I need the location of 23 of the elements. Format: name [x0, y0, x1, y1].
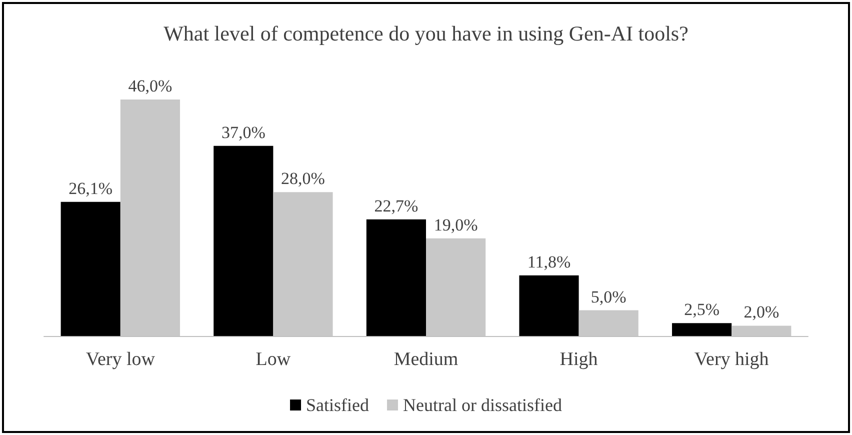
data-label: 46,0%	[128, 76, 172, 96]
data-label: 26,1%	[68, 178, 113, 198]
data-label: 19,0%	[434, 215, 478, 234]
data-label: 2,5%	[684, 300, 720, 320]
data-label: 28,0%	[281, 169, 325, 188]
bar	[519, 275, 579, 336]
bar	[60, 202, 120, 336]
data-label: 11,8%	[527, 252, 571, 272]
x-tick-label: High	[560, 349, 598, 370]
x-tick-label: Medium	[394, 349, 458, 370]
data-label: 22,7%	[374, 196, 418, 216]
bar	[672, 323, 732, 336]
bar	[214, 146, 274, 336]
bar	[366, 219, 426, 336]
data-label: 2,0%	[744, 302, 780, 322]
chart-title: What level of competence do you have in using Gen-AI tools?	[164, 22, 688, 46]
x-tick-label: Very low	[86, 349, 156, 370]
data-label: 37,0%	[221, 122, 266, 142]
x-tick-label: Low	[256, 349, 291, 370]
legend-label: Neutral or dissatisfied	[403, 395, 562, 415]
legend-label: Satisfied	[306, 395, 370, 415]
data-label: 5,0%	[590, 287, 626, 306]
x-tick-label: Very high	[694, 349, 770, 370]
